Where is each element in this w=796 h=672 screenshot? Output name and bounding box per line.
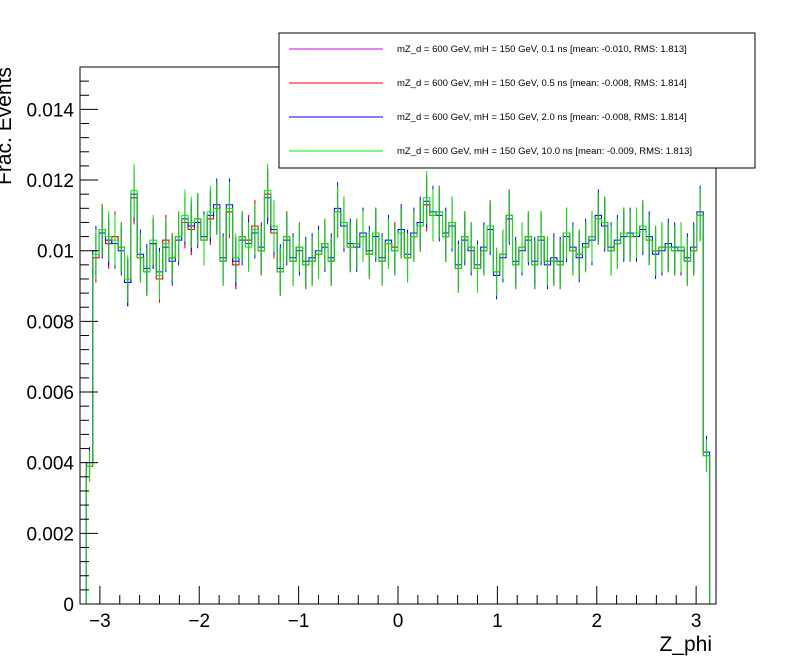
legend: mZ_d = 600 GeV, mH = 150 GeV, 0.1 ns [me… <box>278 32 756 169</box>
x-tick-label: 1 <box>492 611 503 632</box>
legend-label: mZ_d = 600 GeV, mH = 150 GeV, 2.0 ns [me… <box>397 112 687 123</box>
y-tick-label: 0.008 <box>26 312 74 333</box>
y-axis-title: Frac. Events <box>0 67 16 185</box>
y-tick-label: 0.012 <box>26 171 74 192</box>
y-tick-label: 0.006 <box>26 383 74 404</box>
x-axis: −3 −2 −1 0 1 2 3 <box>79 586 717 632</box>
legend-entry: mZ_d = 600 GeV, mH = 150 GeV, 0.5 ns [me… <box>289 78 687 89</box>
legend-label: mZ_d = 600 GeV, mH = 150 GeV, 10.0 ns [m… <box>397 146 692 157</box>
y-tick-label: 0 <box>63 595 74 616</box>
x-tick-label: −3 <box>89 611 111 632</box>
x-tick-label: 3 <box>691 611 702 632</box>
series-layer <box>80 163 716 605</box>
x-tick-label: −1 <box>288 611 310 632</box>
x-tick-label: 0 <box>393 611 404 632</box>
x-axis-title: Z_phi <box>659 633 712 656</box>
legend-label: mZ_d = 600 GeV, mH = 150 GeV, 0.1 ns [me… <box>397 44 687 55</box>
y-axis: 0 0.002 0.004 0.006 0.008 0.01 0.012 0.014 <box>26 66 98 616</box>
legend-box <box>278 32 756 169</box>
y-tick-label: 0.004 <box>26 454 74 475</box>
legend-label: mZ_d = 600 GeV, mH = 150 GeV, 0.5 ns [me… <box>397 78 687 89</box>
y-tick-label: 0.002 <box>26 524 74 545</box>
y-tick-label: 0.01 <box>37 242 74 263</box>
legend-entry: mZ_d = 600 GeV, mH = 150 GeV, 10.0 ns [m… <box>289 146 692 157</box>
y-tick-label: 0.014 <box>26 100 74 121</box>
legend-entry: mZ_d = 600 GeV, mH = 150 GeV, 0.1 ns [me… <box>289 44 687 55</box>
legend-entries: mZ_d = 600 GeV, mH = 150 GeV, 0.1 ns [me… <box>289 44 692 157</box>
legend-entry: mZ_d = 600 GeV, mH = 150 GeV, 2.0 ns [me… <box>289 112 687 123</box>
x-tick-label: 2 <box>591 611 602 632</box>
series-4 <box>80 163 716 605</box>
x-tick-label: −2 <box>188 611 210 632</box>
